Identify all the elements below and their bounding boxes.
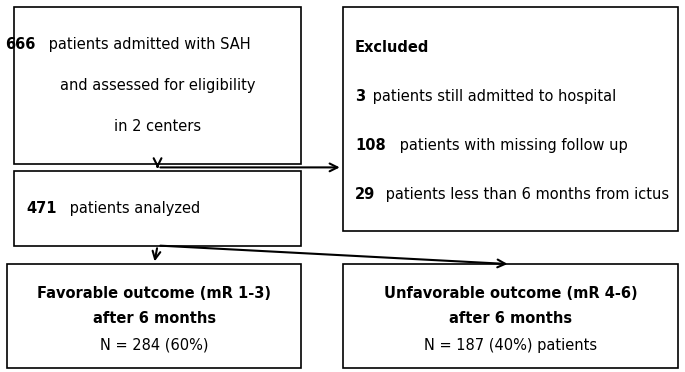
Text: patients analyzed: patients analyzed xyxy=(65,201,201,216)
Text: patients with missing follow up: patients with missing follow up xyxy=(395,138,627,153)
Text: 666: 666 xyxy=(5,38,35,52)
Text: Excluded: Excluded xyxy=(355,40,429,55)
Text: N = 187 (40%) patients: N = 187 (40%) patients xyxy=(424,338,597,353)
Text: and assessed for eligibility: and assessed for eligibility xyxy=(60,78,256,93)
Text: after 6 months: after 6 months xyxy=(449,311,572,326)
Text: patients still admitted to hospital: patients still admitted to hospital xyxy=(368,89,616,104)
Bar xyxy=(7,264,301,368)
Bar xyxy=(14,171,301,246)
Text: 3: 3 xyxy=(355,89,365,104)
Text: 108: 108 xyxy=(355,138,386,153)
Bar xyxy=(14,7,301,164)
Text: patients admitted with SAH: patients admitted with SAH xyxy=(44,38,251,52)
Text: patients less than 6 months from ictus: patients less than 6 months from ictus xyxy=(381,187,669,202)
Bar xyxy=(342,7,678,231)
Text: after 6 months: after 6 months xyxy=(92,311,216,326)
Text: Favorable outcome (mR 1-3): Favorable outcome (mR 1-3) xyxy=(37,286,271,301)
Text: 29: 29 xyxy=(355,187,375,202)
Text: 471: 471 xyxy=(26,201,57,216)
Text: N = 284 (60%): N = 284 (60%) xyxy=(100,338,208,353)
Bar xyxy=(342,264,678,368)
Text: Unfavorable outcome (mR 4-6): Unfavorable outcome (mR 4-6) xyxy=(384,286,637,301)
Text: in 2 centers: in 2 centers xyxy=(114,119,201,134)
